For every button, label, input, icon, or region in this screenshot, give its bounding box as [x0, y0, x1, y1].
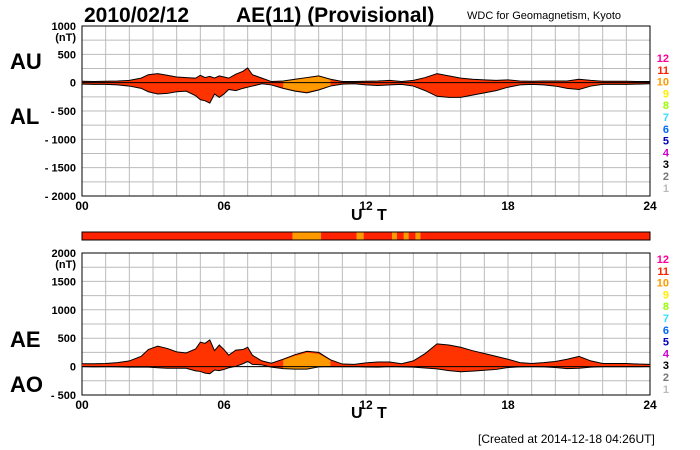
- top-filled-envelope-alt: [283, 76, 331, 92]
- x-axis-title-top: U T: [351, 207, 392, 224]
- top-station-legend-item: 7: [663, 112, 669, 124]
- bottom-x-tick-label: 06: [217, 398, 231, 412]
- top-y-tick-label: 0: [70, 78, 76, 90]
- au-label: AU: [10, 49, 42, 74]
- contribution-bar-segment: [396, 232, 404, 240]
- bottom-y-tick-label: 2000: [52, 248, 76, 260]
- top-station-legend-item: 8: [663, 100, 669, 112]
- contribution-bar-segment: [392, 232, 397, 240]
- contribution-bar-segment: [403, 232, 409, 240]
- contribution-bar-segment: [321, 232, 357, 240]
- bottom-station-legend-item: 11: [657, 266, 669, 278]
- top-plot-frame: [81, 25, 651, 197]
- contribution-bar-segment: [82, 232, 293, 240]
- contribution-bar-segment: [415, 232, 421, 240]
- top-series-au: [81, 67, 650, 83]
- top-station-legend-item: 3: [663, 159, 669, 171]
- bottom-y-tick-label: - 500: [51, 390, 76, 402]
- bottom-y-tick-label: 1500: [52, 276, 76, 288]
- bottom-station-legend-item: 5: [663, 337, 669, 349]
- al-label: AL: [10, 104, 40, 129]
- bottom-series-ae: [82, 339, 651, 365]
- bottom-station-legend-item: 1: [663, 384, 669, 396]
- bottom-x-tick-label: 00: [75, 398, 89, 412]
- top-x-tick-label: 24: [643, 199, 657, 213]
- top-filled-envelope: [82, 67, 650, 104]
- created-timestamp: [Created at 2014-12-18 04:26UT]: [478, 432, 655, 446]
- top-station-legend-item: 2: [663, 171, 669, 183]
- bottom-station-legend-item: 4: [663, 348, 670, 360]
- top-station-legend-item: 4: [663, 147, 670, 159]
- top-station-legend-item: 11: [657, 65, 669, 77]
- contribution-bar-frame: [81, 231, 651, 241]
- bottom-station-legend-item: 6: [663, 325, 669, 337]
- ae-label: AE: [10, 327, 41, 352]
- bottom-station-legend-item: 8: [663, 301, 669, 313]
- bottom-x-tick-label: 12: [359, 398, 373, 412]
- bottom-filled-envelope: [82, 339, 650, 374]
- bottom-station-legend-item: 12: [657, 254, 669, 266]
- bottom-plot-frame: [81, 252, 651, 396]
- top-x-tick-label: 18: [501, 199, 515, 213]
- bottom-y-tick-label: 1000: [52, 305, 76, 317]
- top-station-legend-item: 6: [663, 124, 669, 136]
- top-x-tick-label: 00: [75, 199, 89, 213]
- top-station-legend-item: 12: [657, 53, 669, 65]
- top-station-legend-item: 9: [663, 88, 669, 100]
- top-x-tick-label: 06: [217, 199, 231, 213]
- bottom-station-legend-item: 3: [663, 360, 669, 372]
- source-label: WDC for Geomagnetism, Kyoto: [467, 10, 622, 22]
- top-series-al: [81, 83, 651, 104]
- bottom-station-legend-item: 2: [663, 372, 669, 384]
- bottom-y-tick-label: 0: [70, 362, 76, 374]
- contribution-bar-segment: [356, 232, 364, 240]
- top-station-legend-item: 10: [657, 77, 669, 89]
- contribution-bar-segment: [408, 232, 416, 240]
- top-unit-label: (nT): [55, 32, 76, 44]
- contribution-bar-segment: [420, 232, 650, 240]
- top-y-tick-label: - 2000: [45, 191, 76, 203]
- bottom-filled-envelope-alt: [283, 352, 331, 369]
- bottom-station-legend-item: 7: [663, 313, 669, 325]
- contribution-bar-segment: [363, 232, 393, 240]
- contribution-bar-segment: [292, 232, 322, 240]
- ao-label: AO: [10, 372, 43, 397]
- top-x-tick-label: 12: [359, 199, 373, 213]
- top-station-legend-item: 1: [663, 183, 669, 195]
- bottom-unit-label: (nT): [55, 259, 76, 271]
- bottom-y-tick-label: 500: [58, 333, 76, 345]
- top-y-tick-label: - 1000: [45, 134, 76, 146]
- bottom-station-legend-item: 10: [657, 278, 669, 290]
- top-y-tick-label: 1000: [52, 21, 76, 33]
- top-y-tick-label: - 1500: [45, 163, 76, 175]
- bottom-x-tick-label: 18: [501, 398, 515, 412]
- index-title: AE(11) (Provisional): [236, 4, 435, 27]
- top-y-tick-label: - 500: [51, 106, 76, 118]
- x-axis-title-bottom: U T: [351, 405, 392, 422]
- top-y-tick-label: 500: [58, 49, 76, 61]
- bottom-station-legend-item: 9: [663, 289, 669, 301]
- top-station-legend-item: 5: [663, 136, 669, 148]
- date-label: 2010/02/12: [84, 4, 190, 27]
- bottom-x-tick-label: 24: [643, 398, 657, 412]
